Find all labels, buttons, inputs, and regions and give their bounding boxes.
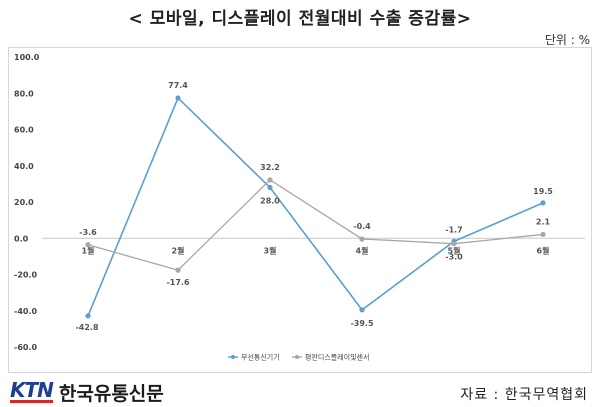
data-label: 19.5 <box>533 187 553 196</box>
y-tick-label: -20.0 <box>14 271 37 280</box>
x-tick-label: 3월 <box>264 245 277 255</box>
data-label: 32.2 <box>260 163 280 172</box>
x-tick-label: 6월 <box>537 245 550 255</box>
y-tick-label: -40.0 <box>14 307 37 316</box>
series-line-1 <box>87 96 544 317</box>
series-2-point <box>540 231 546 238</box>
series-1-point <box>359 307 365 313</box>
line-chart: 100.0 80.0 60.0 40.0 20.0 0.0 -20.0 -40.0 -60.0 1… <box>14 53 585 362</box>
legend-swatch-marker <box>231 355 235 359</box>
y-tick-label: 40.0 <box>14 162 34 171</box>
source-note: 자료 : 한국무역협회 <box>460 387 588 403</box>
y-tick-label: 0.0 <box>14 234 29 243</box>
data-label: 77.4 <box>168 81 188 90</box>
series-1-point <box>175 95 181 101</box>
data-label: -3.6 <box>79 228 97 237</box>
series-1-point <box>267 184 273 191</box>
y-tick-label: 60.0 <box>14 126 34 135</box>
data-label: -1.7 <box>445 225 463 234</box>
legend-entry: 무선통신기기 <box>241 353 280 362</box>
series-2-point <box>451 241 457 247</box>
series-2-point <box>267 177 273 183</box>
chart-frame <box>8 47 592 373</box>
series-1-point <box>540 200 546 206</box>
logo-mark: KTN <box>10 378 54 403</box>
data-label: -3.0 <box>445 253 463 262</box>
publisher-logo: KTN 한국유통신문 <box>10 379 164 405</box>
chart-title: < 모바일, 디스플레이 전월대비 수출 증감률> <box>128 9 472 29</box>
data-label: -39.5 <box>350 319 373 328</box>
data-label: -17.6 <box>166 278 189 287</box>
x-tick-label: 1월 <box>82 245 95 255</box>
y-tick-label: -60.0 <box>14 343 37 352</box>
series-2-point <box>85 242 91 248</box>
x-tick-label: 4월 <box>356 245 369 255</box>
legend-swatch-marker <box>295 355 299 359</box>
unit-label: 단위 : % <box>544 33 590 47</box>
series-2-point <box>359 236 365 242</box>
data-label: 2.1 <box>536 217 551 226</box>
logo-name: 한국유통신문 <box>58 382 164 405</box>
data-label: -42.8 <box>75 323 98 332</box>
y-tick-label: 80.0 <box>14 89 34 98</box>
legend-entry: 평판디스플레이및센서 <box>305 353 369 362</box>
data-label: -0.4 <box>353 222 371 231</box>
y-tick-label: 100.0 <box>14 53 40 62</box>
x-tick-label: 2월 <box>172 245 185 255</box>
y-tick-label: 20.0 <box>14 198 34 207</box>
series-line-2 <box>87 179 544 271</box>
data-label: 28.0 <box>260 197 280 206</box>
series-2-point <box>175 267 181 273</box>
x-tick-label: 5월 <box>448 245 461 255</box>
series-1-point <box>85 313 91 319</box>
